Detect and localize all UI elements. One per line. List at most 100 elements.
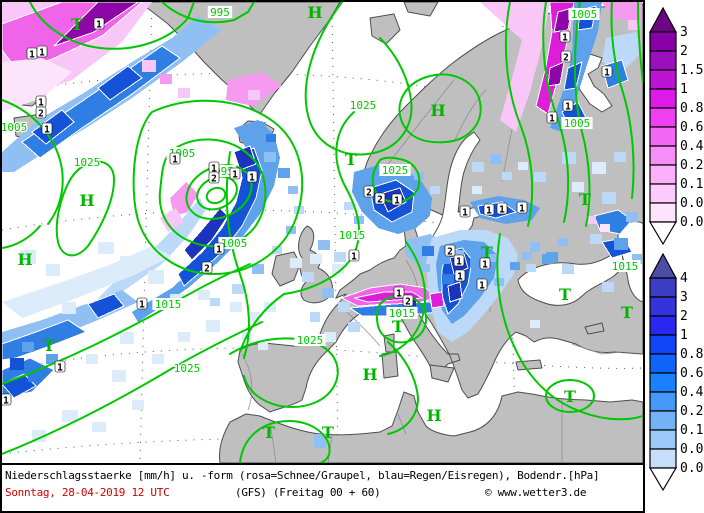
legend-color-box bbox=[649, 69, 677, 90]
precip-label-box bbox=[559, 30, 571, 43]
isobar-contour bbox=[2, 99, 64, 225]
legend-color-box bbox=[649, 126, 677, 147]
legend-tick-label: 0.2 bbox=[680, 158, 703, 173]
pressure-label-box bbox=[152, 298, 184, 310]
precip-label-box bbox=[93, 17, 105, 30]
precip-cell bbox=[314, 434, 326, 448]
pressure-label-box bbox=[561, 117, 593, 129]
legend-arrow-top bbox=[648, 252, 678, 279]
legend-color-box bbox=[649, 145, 677, 166]
low-pressure-symbol: T bbox=[564, 387, 576, 406]
precip-cell bbox=[198, 290, 210, 300]
legend-tick-label: 0.6 bbox=[680, 120, 703, 135]
precip-patch bbox=[2, 58, 72, 112]
precip-cell bbox=[178, 88, 190, 98]
low-pressure-symbol: T bbox=[322, 423, 334, 442]
precip-cell bbox=[318, 240, 330, 250]
precip-cell bbox=[354, 216, 364, 224]
legend-color-box bbox=[649, 277, 677, 298]
legend-color-box bbox=[649, 202, 677, 223]
caption-line2: Sonntag, 28-04-2019 12 UTC (GFS) (Freita… bbox=[2, 483, 643, 499]
precip-cell bbox=[152, 354, 164, 364]
model-run-info: (GFS) (Freitag 00 + 60) bbox=[235, 486, 381, 499]
caption-line1: Niederschlagsstaerke [mm/h] u. -form (ro… bbox=[5, 469, 600, 482]
precip-label-box bbox=[213, 242, 225, 255]
pressure-label: 1015 bbox=[612, 260, 639, 273]
precip-patch bbox=[233, 145, 257, 171]
precip-label: 1 bbox=[457, 272, 463, 283]
precip-label-box bbox=[453, 254, 465, 267]
precip-cell bbox=[626, 212, 638, 222]
precip-label: 1 bbox=[482, 260, 488, 271]
precip-label: 1 bbox=[396, 289, 402, 300]
pressure-label: 995 bbox=[210, 6, 230, 19]
legend-tick-label: 4 bbox=[680, 271, 688, 286]
precip-label-box bbox=[560, 50, 572, 63]
precip-label-box bbox=[479, 257, 491, 270]
map-frame: 995 1005 1005 995 1005 1025 1025 1015 1015 1025 10… bbox=[0, 0, 645, 513]
legend-color-box bbox=[649, 107, 677, 128]
pressure-label-box bbox=[218, 237, 250, 249]
precip-label: 1 bbox=[562, 33, 568, 44]
pressure-label: 1005 bbox=[221, 237, 248, 250]
precip-cell bbox=[590, 234, 602, 244]
precip-cell bbox=[322, 288, 334, 298]
precip-label: 1 bbox=[139, 300, 145, 311]
precip-label: 2 bbox=[204, 264, 210, 275]
precip-cell bbox=[472, 162, 484, 172]
legend-tick-label: 0.1 bbox=[680, 423, 703, 438]
legend-tick-label: 0.8 bbox=[680, 101, 703, 116]
precip-label: 1 bbox=[519, 204, 525, 215]
low-pressure-symbol: T bbox=[621, 303, 633, 322]
precip-cell bbox=[510, 262, 520, 270]
pressure-label: 1025 bbox=[382, 164, 409, 177]
pressure-label-box bbox=[294, 334, 326, 346]
precip-cell bbox=[62, 302, 76, 314]
precip-cell bbox=[248, 90, 260, 100]
precip-label: 2 bbox=[405, 297, 411, 308]
precip-label-box bbox=[454, 269, 466, 282]
precip-cell bbox=[530, 242, 540, 252]
isobar-contour bbox=[2, 321, 263, 455]
precip-cell bbox=[206, 320, 220, 332]
precip-cell bbox=[132, 400, 144, 410]
legend-tick-label: 3 bbox=[680, 25, 688, 40]
isobar-contour bbox=[229, 337, 339, 408]
precip-patch bbox=[353, 291, 424, 303]
precip-cell bbox=[98, 242, 114, 254]
country-border bbox=[397, 413, 407, 435]
precip-label-box bbox=[201, 261, 213, 274]
land-polygon bbox=[429, 364, 455, 383]
precip-label: 1 bbox=[39, 48, 45, 59]
legend-color-box bbox=[649, 315, 677, 336]
high-pressure-symbol: H bbox=[430, 101, 445, 120]
precip-label-box bbox=[546, 111, 558, 124]
precip-label-box bbox=[601, 65, 613, 78]
precip-cell bbox=[614, 152, 626, 162]
legend-tick-label: 0.02 bbox=[680, 215, 704, 230]
precip-patch bbox=[132, 120, 280, 322]
precip-label: 1 bbox=[565, 102, 571, 113]
precip-label: 2 bbox=[447, 247, 453, 258]
precip-cell bbox=[632, 254, 642, 264]
precip-cell bbox=[562, 264, 574, 274]
isobar-contour bbox=[398, 73, 482, 144]
precip-label-box bbox=[246, 170, 258, 183]
precip-label-box bbox=[35, 106, 47, 119]
rain-legend: 4 3 2 1 0.8 0.6 0.4 0.2 0.1 0.04 0.02 bbox=[648, 252, 704, 492]
precip-cell bbox=[454, 250, 464, 258]
precip-cell bbox=[338, 302, 350, 312]
legend-arrow-bottom bbox=[648, 467, 678, 492]
precip-label-box bbox=[516, 201, 528, 214]
isobar-contour bbox=[304, 2, 413, 156]
legend-tick-label: 0.8 bbox=[680, 347, 703, 362]
precip-label-box bbox=[393, 286, 405, 299]
pressure-label-box bbox=[386, 307, 418, 319]
snow-graupel-legend: 3 2 1.5 1 0.8 0.6 0.4 0.2 0.1 0.04 0.02 bbox=[648, 6, 704, 246]
precip-label: 1 bbox=[351, 252, 357, 263]
precip-cell bbox=[46, 354, 58, 364]
precip-label-box bbox=[391, 193, 403, 206]
precip-label: 2 bbox=[211, 174, 217, 185]
pressure-label: 1025 bbox=[297, 334, 324, 347]
legend-color-box bbox=[649, 410, 677, 431]
